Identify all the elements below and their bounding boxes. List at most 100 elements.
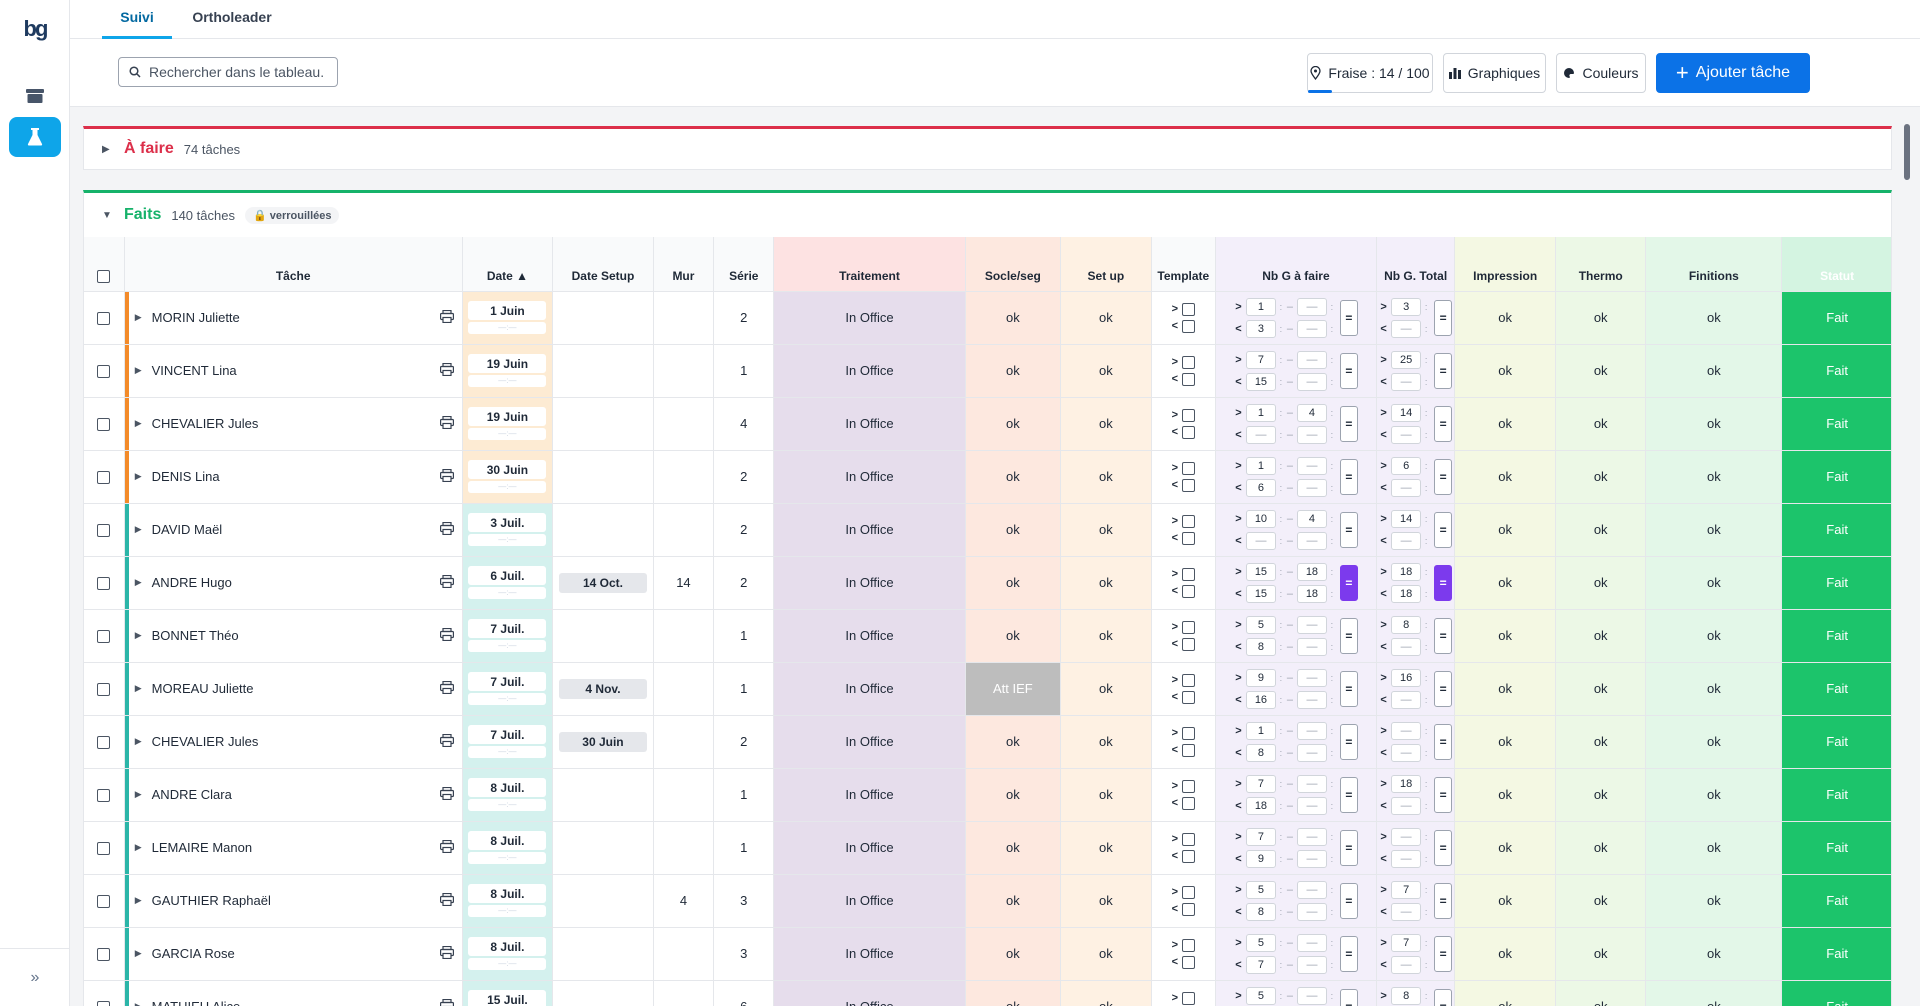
traitement-cell[interactable]: In Office bbox=[773, 715, 966, 769]
expand-row-icon[interactable]: ▶ bbox=[134, 948, 142, 958]
date-cell[interactable]: 30 Juin —:— bbox=[462, 450, 554, 504]
expand-row-icon[interactable]: ▶ bbox=[134, 683, 142, 693]
tab-ortholeader[interactable]: Ortholeader bbox=[192, 9, 272, 25]
equal-toggle[interactable]: = bbox=[1434, 723, 1453, 760]
finitions-cell[interactable]: ok bbox=[1645, 821, 1783, 875]
date-cell[interactable]: 1 Juin —:— bbox=[462, 291, 554, 345]
count-input[interactable]: 8 bbox=[1245, 637, 1276, 656]
traitement-cell[interactable]: In Office bbox=[773, 291, 966, 345]
impression-cell[interactable]: ok bbox=[1454, 715, 1556, 769]
equal-toggle[interactable]: = bbox=[1339, 829, 1358, 866]
row-checkbox[interactable] bbox=[97, 1001, 111, 1006]
thermo-cell[interactable]: ok bbox=[1555, 556, 1647, 610]
set-up-cell[interactable]: ok bbox=[1060, 927, 1152, 981]
statut-cell[interactable]: Fait bbox=[1781, 927, 1891, 981]
mur-cell[interactable] bbox=[653, 450, 715, 504]
count-input[interactable]: 18 bbox=[1391, 774, 1422, 793]
statut-cell[interactable]: Fait bbox=[1781, 821, 1891, 875]
table-row[interactable]: ▶ BONNET Théo 7 Juil. —:— 1 In Office ok o… bbox=[84, 609, 1891, 663]
template-upper-checkbox[interactable] bbox=[1182, 779, 1196, 793]
mur-cell[interactable] bbox=[653, 768, 715, 822]
socle-seg-cell[interactable]: ok bbox=[965, 556, 1062, 610]
thermo-cell[interactable]: ok bbox=[1555, 874, 1647, 928]
thermo-cell[interactable]: ok bbox=[1555, 768, 1647, 822]
expand-row-icon[interactable]: ▶ bbox=[134, 630, 142, 640]
col-statut[interactable]: Statut bbox=[1781, 237, 1891, 292]
count-input[interactable]: 18 bbox=[1296, 562, 1327, 581]
date-setup-cell[interactable]: 4 Nov. bbox=[552, 662, 654, 716]
count-input[interactable]: — bbox=[1296, 372, 1327, 391]
count-input[interactable]: — bbox=[1391, 849, 1422, 868]
serie-cell[interactable]: 2 bbox=[713, 291, 775, 345]
thermo-cell[interactable]: ok bbox=[1555, 715, 1647, 769]
count-input[interactable]: — bbox=[1391, 478, 1422, 497]
date-setup-value[interactable]: 30 Juin bbox=[558, 731, 647, 752]
impression-cell[interactable]: ok bbox=[1454, 927, 1556, 981]
row-checkbox[interactable] bbox=[97, 895, 111, 909]
equal-toggle[interactable]: = bbox=[1339, 935, 1358, 972]
finitions-cell[interactable]: ok bbox=[1645, 344, 1783, 398]
thermo-cell[interactable]: ok bbox=[1555, 397, 1647, 451]
equal-toggle[interactable]: = bbox=[1434, 405, 1453, 442]
print-icon[interactable] bbox=[439, 574, 454, 588]
count-input[interactable]: 6 bbox=[1245, 478, 1276, 497]
count-input[interactable]: — bbox=[1391, 721, 1422, 740]
socle-seg-cell[interactable]: ok bbox=[965, 291, 1062, 345]
impression-cell[interactable]: ok bbox=[1454, 662, 1556, 716]
socle-seg-cell[interactable]: ok bbox=[965, 927, 1062, 981]
socle-seg-cell[interactable]: ok bbox=[965, 768, 1062, 822]
count-input[interactable]: 18 bbox=[1296, 584, 1327, 603]
col-impression[interactable]: Impression bbox=[1454, 237, 1556, 292]
serie-cell[interactable]: 2 bbox=[713, 450, 775, 504]
col-nb-g-a-faire[interactable]: Nb G à faire bbox=[1215, 237, 1377, 292]
set-up-cell[interactable]: ok bbox=[1060, 980, 1152, 1006]
template-lower-checkbox[interactable] bbox=[1182, 531, 1196, 545]
col-set-up[interactable]: Set up bbox=[1060, 237, 1152, 292]
expand-row-icon[interactable]: ▶ bbox=[134, 736, 142, 746]
count-input[interactable]: 4 bbox=[1296, 403, 1327, 422]
template-lower-checkbox[interactable] bbox=[1182, 478, 1196, 492]
count-input[interactable]: 7 bbox=[1245, 350, 1276, 369]
expand-row-icon[interactable]: ▶ bbox=[134, 418, 142, 428]
socle-seg-cell[interactable]: ok bbox=[965, 503, 1062, 557]
print-icon[interactable] bbox=[439, 786, 454, 800]
date-cell[interactable]: 7 Juil. —:— bbox=[462, 662, 554, 716]
traitement-cell[interactable]: In Office bbox=[773, 768, 966, 822]
count-input[interactable]: 8 bbox=[1391, 986, 1422, 1005]
traitement-cell[interactable]: In Office bbox=[773, 980, 966, 1006]
serie-cell[interactable]: 1 bbox=[713, 609, 775, 663]
finitions-cell[interactable]: ok bbox=[1645, 609, 1783, 663]
set-up-cell[interactable]: ok bbox=[1060, 662, 1152, 716]
equal-toggle[interactable]: = bbox=[1339, 511, 1358, 548]
count-input[interactable]: — bbox=[1296, 425, 1327, 444]
count-input[interactable]: — bbox=[1391, 743, 1422, 762]
date-setup-cell[interactable]: 30 Juin bbox=[552, 715, 654, 769]
traitement-cell[interactable]: In Office bbox=[773, 821, 966, 875]
count-input[interactable]: — bbox=[1296, 796, 1327, 815]
finitions-cell[interactable]: ok bbox=[1645, 450, 1783, 504]
traitement-cell[interactable]: In Office bbox=[773, 503, 966, 557]
date-cell[interactable]: 8 Juil. —:— bbox=[462, 927, 554, 981]
add-task-button[interactable]: + Ajouter tâche bbox=[1656, 53, 1810, 93]
date-setup-value[interactable]: 14 Oct. bbox=[558, 572, 647, 593]
count-input[interactable]: 5 bbox=[1245, 986, 1276, 1005]
date-setup-cell[interactable] bbox=[552, 980, 654, 1006]
count-input[interactable]: 1 bbox=[1245, 297, 1276, 316]
count-input[interactable]: 18 bbox=[1245, 796, 1276, 815]
template-lower-checkbox[interactable] bbox=[1182, 637, 1196, 651]
date-setup-cell[interactable] bbox=[552, 927, 654, 981]
template-upper-checkbox[interactable] bbox=[1182, 567, 1196, 581]
statut-cell[interactable]: Fait bbox=[1781, 609, 1891, 663]
count-input[interactable]: 15 bbox=[1245, 372, 1276, 391]
mur-cell[interactable] bbox=[653, 662, 715, 716]
template-upper-checkbox[interactable] bbox=[1182, 726, 1196, 740]
equal-toggle[interactable]: = bbox=[1339, 299, 1358, 336]
impression-cell[interactable]: ok bbox=[1454, 821, 1556, 875]
serie-cell[interactable]: 2 bbox=[713, 556, 775, 610]
date-cell[interactable]: 19 Juin —:— bbox=[462, 344, 554, 398]
print-icon[interactable] bbox=[439, 309, 454, 323]
date-cell[interactable]: 7 Juil. —:— bbox=[462, 609, 554, 663]
mur-cell[interactable] bbox=[653, 291, 715, 345]
expand-row-icon[interactable]: ▶ bbox=[134, 365, 142, 375]
socle-seg-cell[interactable]: ok bbox=[965, 450, 1062, 504]
